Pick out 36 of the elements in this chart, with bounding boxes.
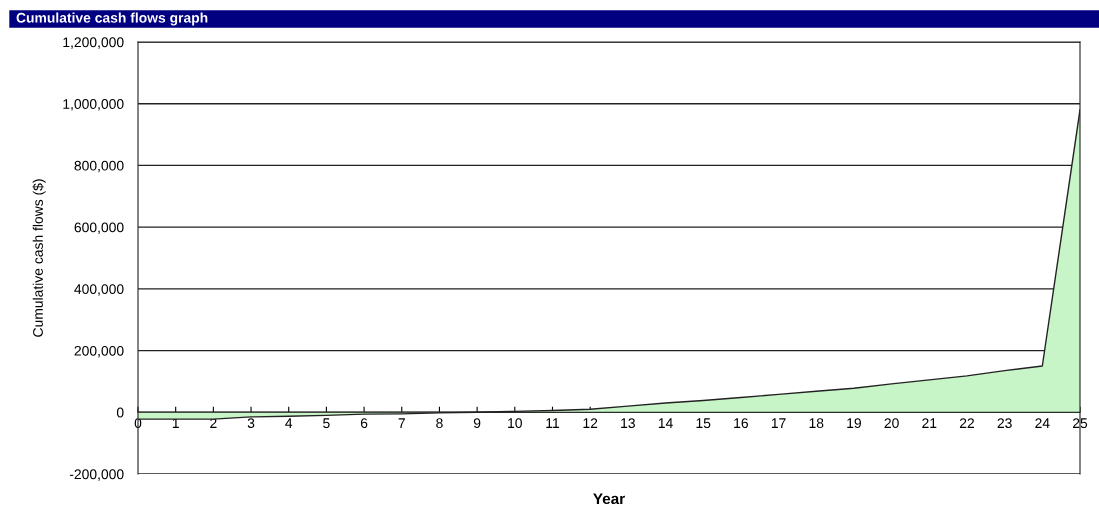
x-tick-label: 20 (884, 418, 899, 429)
x-tick-label: 6 (360, 418, 368, 429)
x-tick-label: 25 (1072, 418, 1088, 429)
x-tick-label: 21 (922, 418, 937, 428)
x-tick-label: 19 (847, 418, 861, 429)
x-axis-title: Year (593, 493, 625, 505)
x-tick-label: 17 (771, 418, 786, 428)
x-tick-label: 12 (583, 418, 598, 428)
x-tick-label: 22 (959, 418, 974, 428)
x-tick-label: 3 (247, 418, 255, 429)
y-tick-label: 200,000 (74, 345, 124, 358)
x-tick-label: 10 (508, 418, 522, 429)
x-tick-label: 18 (809, 418, 824, 429)
x-tick-label: 13 (621, 418, 635, 429)
x-tick-label: 0 (134, 418, 142, 429)
x-tick-label: 8 (436, 418, 443, 429)
y-tick-label: 0 (116, 407, 124, 418)
y-tick-label: 1,000,000 (63, 99, 124, 111)
y-tick-label: -200,000 (69, 469, 124, 481)
y-tick-label: 800,000 (74, 160, 124, 173)
x-tick-label: 1 (172, 418, 179, 428)
x-tick-label: 15 (696, 418, 711, 429)
x-tick-label: 11 (546, 418, 560, 428)
y-axis-title: Cumulative cash flows ($) (32, 179, 46, 337)
x-tick-label: 14 (658, 418, 673, 428)
x-tick-label: 24 (1035, 418, 1050, 428)
x-tick-label: 7 (398, 418, 405, 428)
x-tick-label: 9 (473, 418, 481, 429)
x-tick-label: 16 (734, 418, 748, 429)
x-tick-label: 5 (323, 418, 330, 429)
y-tick-label: 1,200,000 (63, 37, 124, 49)
y-tick-label: 400,000 (74, 284, 124, 296)
x-tick-label: 23 (997, 418, 1012, 429)
chart-title: Cumulative cash flows graph (16, 12, 208, 26)
x-tick-label: 4 (285, 418, 293, 428)
y-tick-label: 600,000 (74, 222, 124, 234)
